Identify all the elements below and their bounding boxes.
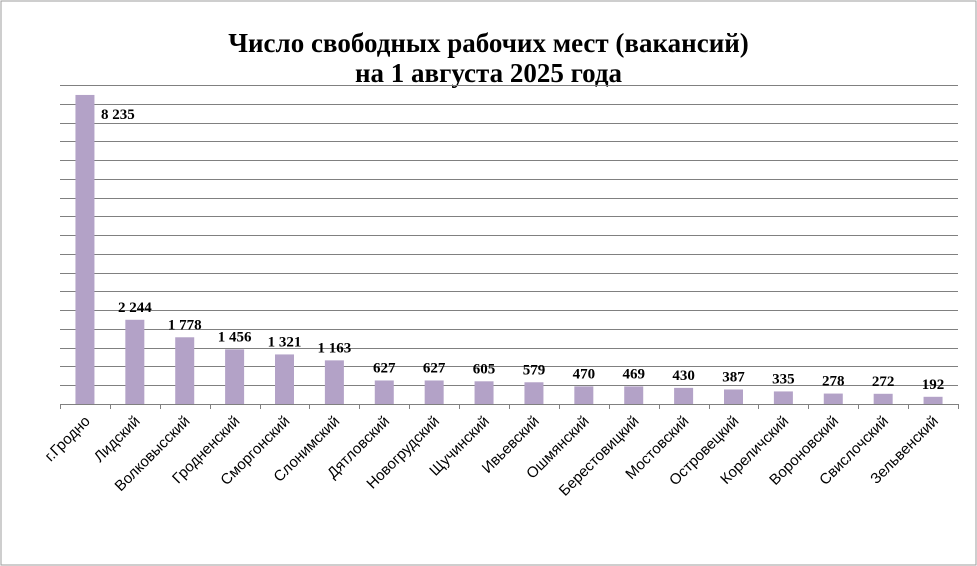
category-label: г.Гродно [42,413,94,465]
bar [524,382,544,404]
data-label: 470 [573,366,596,382]
bar [823,393,843,404]
data-label: 579 [523,362,546,378]
data-label: 605 [473,361,496,377]
data-label: 192 [922,377,945,393]
bar [125,319,145,404]
bar [374,380,394,404]
data-label: 1 321 [268,334,302,350]
bar [624,386,644,404]
data-label: 1 778 [168,317,202,333]
data-label: 8 235 [101,107,135,123]
chart-title: Число свободных рабочих мест (вакансий) [228,28,749,58]
data-label: 627 [423,360,446,376]
bar [474,381,494,404]
bar [724,389,743,404]
data-label: 387 [722,369,745,385]
bar [773,391,793,404]
data-label: 430 [672,368,695,384]
data-label: 272 [872,374,895,390]
bar [275,354,294,404]
data-label: 335 [772,371,795,387]
bar [873,393,893,404]
bar [175,337,195,404]
bar [574,386,594,404]
chart-subtitle: на 1 августа 2025 года [354,58,623,88]
data-label: 469 [622,366,645,382]
data-label: 627 [373,360,396,376]
gridlines [60,85,958,405]
bar [923,396,943,404]
bar [424,380,444,404]
data-label: 1 456 [218,329,252,345]
data-label: 2 244 [118,300,152,316]
bar [324,360,344,404]
bar [674,387,694,404]
data-label: 1 163 [318,340,352,356]
bar [75,94,95,404]
data-label: 278 [822,374,845,390]
bar [225,349,245,404]
